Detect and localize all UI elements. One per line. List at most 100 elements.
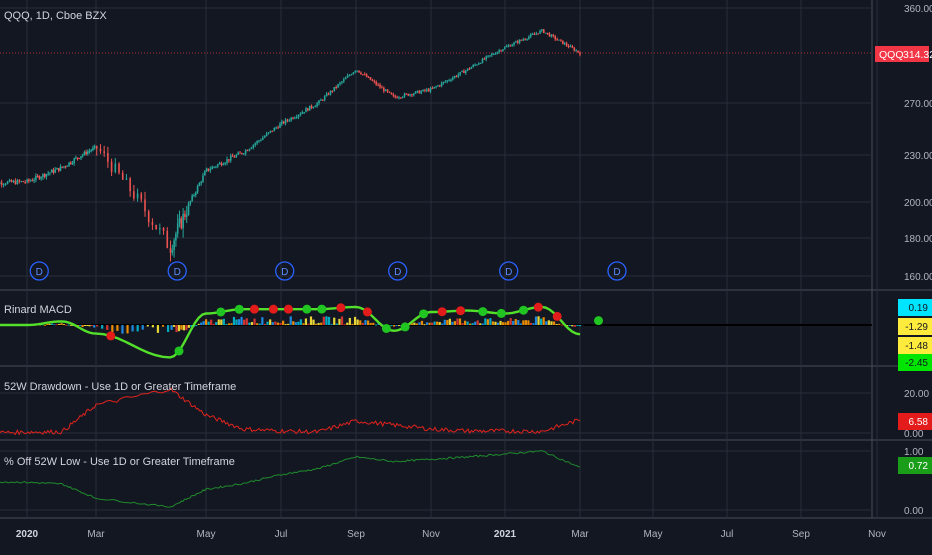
candle-body xyxy=(107,153,109,162)
macd-histogram-bar xyxy=(205,319,208,325)
time-axis-label: Mar xyxy=(571,529,589,540)
candle-body xyxy=(216,164,219,167)
candle-body xyxy=(427,89,430,92)
macd-histogram-bar xyxy=(413,322,416,325)
candle-body xyxy=(420,91,423,94)
macd-signal-dot xyxy=(381,323,391,333)
candle-body xyxy=(516,41,519,43)
candle-body xyxy=(136,193,139,199)
candle-body xyxy=(411,94,413,96)
macd-histogram-bar xyxy=(517,320,520,325)
candle-body xyxy=(187,203,190,215)
price-tick-label: 180.00 xyxy=(904,234,932,245)
candle-body xyxy=(526,38,528,40)
candle-body xyxy=(286,119,289,121)
macd-histogram-bar xyxy=(395,325,398,326)
macd-histogram-bar xyxy=(243,319,246,325)
candle-body xyxy=(363,74,366,76)
candle-body xyxy=(367,77,370,79)
candle-body xyxy=(271,130,274,132)
macd-value-badge xyxy=(898,337,932,354)
candle-body xyxy=(498,50,500,52)
candle-body xyxy=(275,127,277,129)
macd-histogram-bar xyxy=(448,318,451,325)
candle-body xyxy=(481,58,484,64)
macd-histogram-bar xyxy=(111,325,114,333)
candle-body xyxy=(99,148,102,152)
price-axis: 360.00 270.00 230.00 200.00 180.00 160.00 0.19… xyxy=(898,4,932,517)
macd-histogram-bar xyxy=(496,322,500,325)
candle-body xyxy=(248,148,251,151)
macd-histogram-bar xyxy=(284,324,287,326)
macd-histogram-bar xyxy=(340,316,344,325)
candle-body xyxy=(0,182,3,185)
macd-histogram-bar xyxy=(576,325,579,326)
candle-body xyxy=(233,156,236,158)
dividend-marker-label: D xyxy=(174,267,181,278)
macd-histogram-bar xyxy=(555,323,558,325)
macd-histogram-bar xyxy=(539,318,543,325)
candle-body xyxy=(50,169,53,173)
macd-histogram-bar xyxy=(146,325,149,327)
candle-body xyxy=(412,93,415,96)
candle-body xyxy=(341,81,343,83)
candle-body xyxy=(511,44,513,47)
macd-histogram-bar xyxy=(227,323,231,325)
candle-body xyxy=(198,183,201,187)
candle-body xyxy=(548,33,551,37)
candle-body xyxy=(577,50,579,53)
candle-body xyxy=(307,108,309,111)
candle-body xyxy=(358,70,360,73)
macd-histogram-bar xyxy=(501,322,505,325)
candle-body xyxy=(110,161,113,173)
candle-body xyxy=(57,168,60,171)
drawdown-line xyxy=(0,387,581,436)
candle-body xyxy=(43,174,46,177)
macd-histogram-bar xyxy=(170,325,173,330)
candle-body xyxy=(360,72,362,75)
candle-body xyxy=(301,112,304,114)
macd-signal-dot xyxy=(106,331,116,341)
candle-body xyxy=(92,147,94,151)
candle-body xyxy=(303,112,305,114)
candle-body xyxy=(373,80,376,82)
macd-value-badge-label: 0.19 xyxy=(909,303,929,314)
candle-body xyxy=(502,49,504,51)
macd-histogram-bar xyxy=(547,320,550,325)
candle-body xyxy=(273,127,276,132)
candle-body xyxy=(464,70,467,74)
macd-histogram-bar xyxy=(235,319,238,325)
macd-histogram-bar xyxy=(527,320,530,325)
candle-body xyxy=(18,180,21,182)
macd-histogram-bar xyxy=(534,316,538,325)
candle-body xyxy=(396,97,398,99)
candle-body xyxy=(386,89,389,92)
macd-histogram-bar xyxy=(141,325,144,330)
candle-body xyxy=(184,213,186,218)
candle-body xyxy=(288,120,291,122)
macd-histogram-bar xyxy=(58,323,61,325)
candle-body xyxy=(189,200,192,204)
macd-histogram-bar xyxy=(433,321,436,325)
candle-body xyxy=(215,166,217,168)
candle-body xyxy=(333,86,336,92)
candle-body xyxy=(133,191,135,199)
macd-histogram-bar xyxy=(420,320,424,325)
candle-body xyxy=(277,127,279,129)
candle-body xyxy=(36,175,39,177)
macd-histogram-bar xyxy=(443,319,446,325)
macd-histogram-bar xyxy=(343,324,346,326)
candle-body xyxy=(438,85,441,87)
macd-histogram-bar xyxy=(161,325,165,327)
candle-body xyxy=(537,33,539,35)
candle-body xyxy=(535,33,538,35)
candle-body xyxy=(437,85,439,87)
candle-body xyxy=(224,162,226,165)
candle-body xyxy=(211,166,213,170)
macd-histogram-bar xyxy=(550,321,553,325)
macd-histogram-bar xyxy=(509,318,512,325)
candle-body xyxy=(237,152,239,155)
macd-histogram-bar xyxy=(474,321,477,325)
candle-body xyxy=(155,224,157,230)
